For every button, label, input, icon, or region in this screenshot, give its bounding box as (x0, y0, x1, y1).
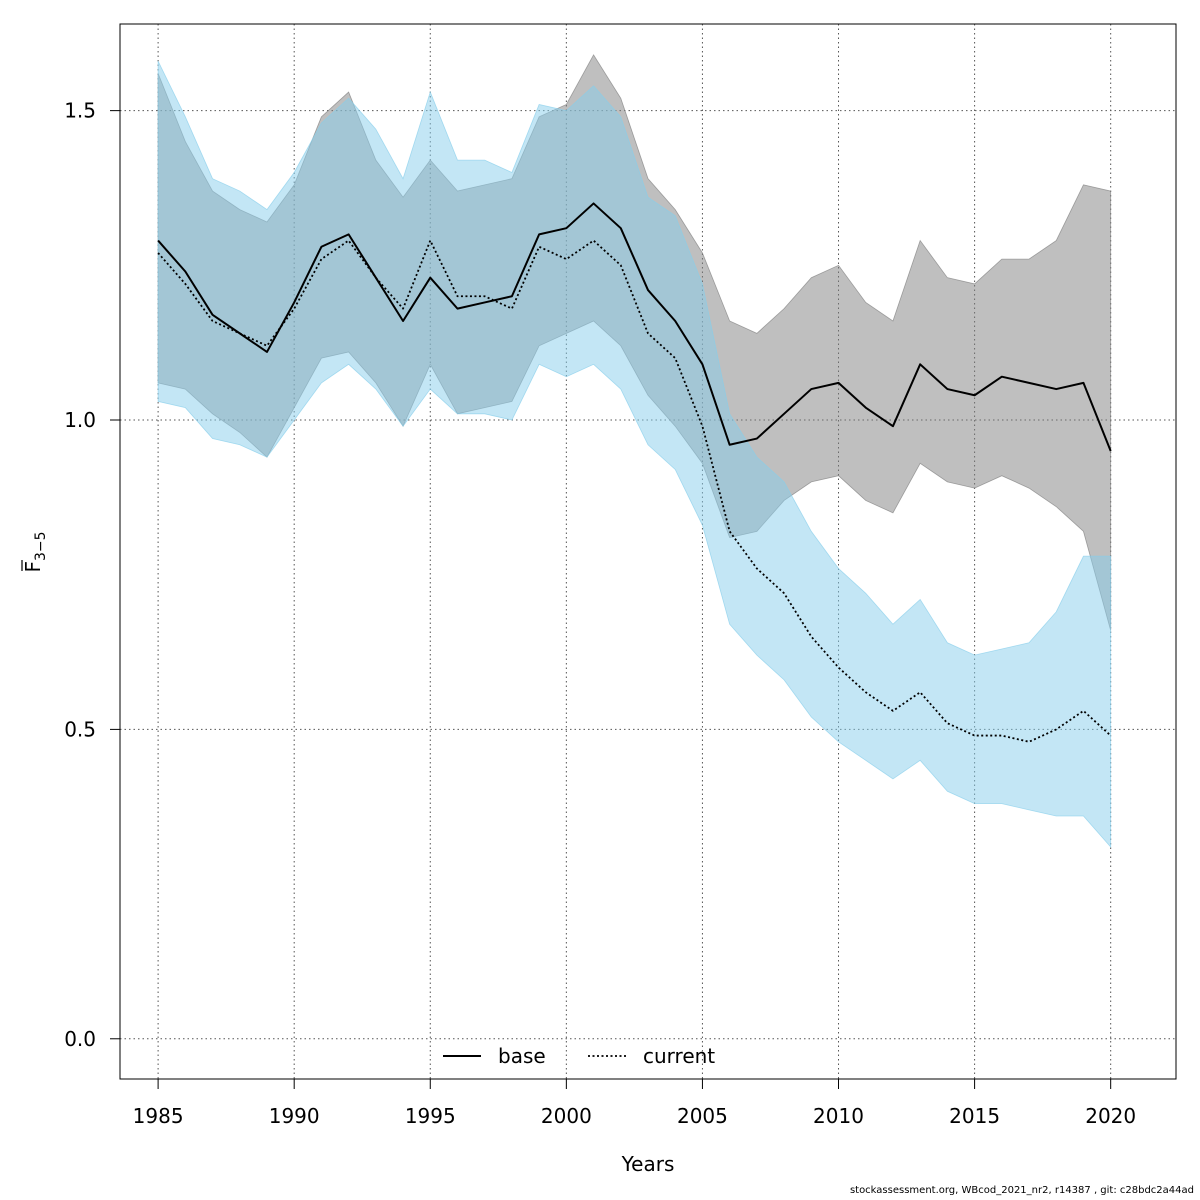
legend: base current (443, 1044, 715, 1068)
x-tick-label: 2020 (1085, 1104, 1136, 1128)
series-line-base (157, 202, 1112, 452)
x-tick-label: 2000 (541, 1104, 592, 1128)
legend-label-base: base (498, 1044, 546, 1068)
band-current (157, 60, 1112, 849)
series-lines (157, 202, 1112, 743)
x-tick-label: 2005 (677, 1104, 728, 1128)
y-axis-title-text: F3−5 (21, 531, 49, 572)
series-line-current (157, 239, 1112, 743)
footer-credit: stockassessment.org, WBcod_2021_nr2, r14… (849, 1185, 1194, 1196)
x-tick-label: 1990 (269, 1104, 320, 1128)
x-axis-title: Years (621, 1152, 675, 1176)
y-tick-label: 1.0 (64, 408, 96, 432)
y-tick-label: 0.5 (64, 717, 96, 741)
legend-label-current: current (643, 1044, 715, 1068)
confidence-bands (157, 54, 1112, 849)
x-tick-label: 2010 (813, 1104, 864, 1128)
x-tick-label: 2015 (949, 1104, 1000, 1128)
x-tick-label: 1985 (133, 1104, 184, 1128)
x-axis: 1985 1990 1995 2000 2005 2010 2015 2020 (133, 1078, 1136, 1128)
y-tick-label: 0.0 (64, 1027, 96, 1051)
x-tick-label: 1995 (405, 1104, 456, 1128)
y-axis-title: F3−5 (21, 531, 49, 572)
y-axis: 0.0 0.5 1.0 1.5 (64, 99, 120, 1051)
y-tick-label: 1.5 (64, 99, 96, 123)
